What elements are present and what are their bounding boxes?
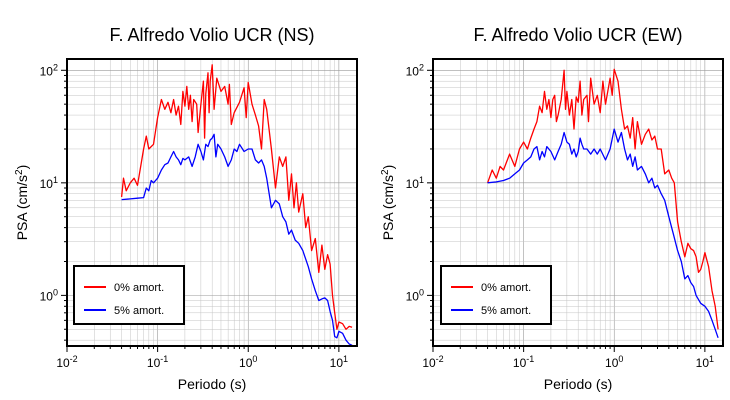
panel-ns-legend: 0% amort. 5% amort. — [73, 265, 185, 325]
panel-ew-frame — [432, 58, 724, 347]
series-line-0 — [120, 64, 353, 330]
y-tick-label: 101 — [406, 175, 424, 191]
panel-ew-legend-label-1: 5% amort. — [481, 305, 531, 317]
y-tick-label: 102 — [40, 62, 58, 78]
y-tick-label: 101 — [40, 175, 58, 191]
series-line-1 — [487, 128, 719, 339]
x-tick-label: 101 — [696, 354, 714, 370]
panel-ew-legend: 0% amort. 5% amort. — [440, 265, 552, 325]
panel-ns-series — [120, 64, 353, 346]
x-tick-label: 101 — [330, 354, 348, 370]
panel-ew: F. Alfredo Volio UCR (EW) 10-2 10-1 100 101… — [380, 25, 724, 392]
x-tick-label: 100 — [605, 354, 623, 370]
panel-ns-legend-label-0: 0% amort. — [114, 282, 164, 294]
panel-ns: F. Alfredo Volio UCR (NS) 10-2 10-1 100 101… — [14, 25, 358, 392]
panel-ns-ticks: 10-2 10-1 100 101 100 101 102 — [40, 62, 348, 370]
series-line-0 — [486, 68, 719, 330]
y-tick-label: 100 — [406, 287, 424, 303]
panel-ns-ylabel: PSA (cm/s2) — [14, 165, 31, 241]
x-tick-label: 10-1 — [513, 354, 534, 370]
panel-ns-legend-box — [73, 265, 185, 325]
x-tick-label: 10-2 — [56, 354, 77, 370]
panel-ns-legend-label-1: 5% amort. — [114, 305, 164, 317]
panel-ew-ylabel: PSA (cm/s2) — [380, 165, 397, 241]
panel-ew-legend-box — [440, 265, 552, 325]
panel-ns-frame — [66, 58, 358, 347]
panel-ns-xlabel: Periodo (s) — [178, 376, 246, 392]
x-tick-label: 10-1 — [147, 354, 168, 370]
panel-ew-legend-label-0: 0% amort. — [481, 282, 531, 294]
x-tick-label: 10-2 — [422, 354, 443, 370]
x-tick-label: 100 — [239, 354, 257, 370]
series-line-1 — [121, 133, 353, 346]
y-tick-label: 102 — [406, 62, 424, 78]
panel-ns-title: F. Alfredo Volio UCR (NS) — [109, 25, 314, 45]
panel-ew-title: F. Alfredo Volio UCR (EW) — [473, 25, 682, 45]
y-tick-label: 100 — [40, 287, 58, 303]
panel-ew-series — [486, 68, 719, 339]
panel-ew-xlabel: Periodo (s) — [544, 376, 612, 392]
